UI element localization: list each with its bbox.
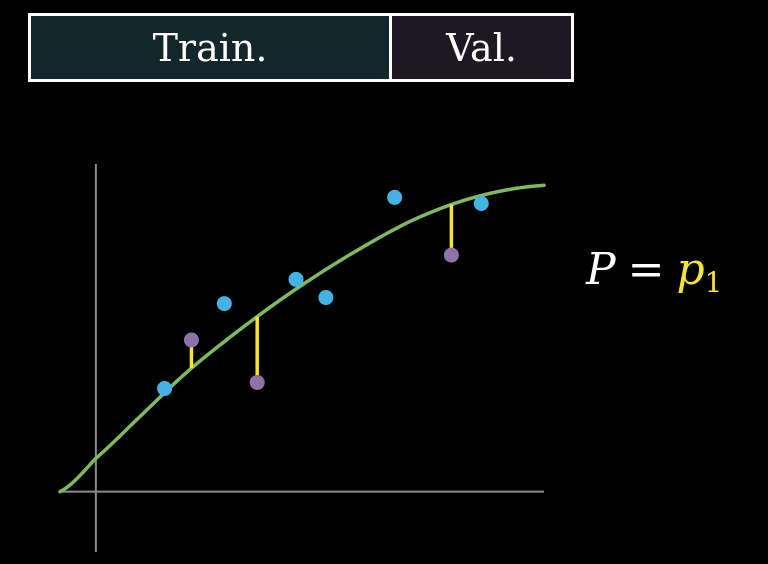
training-point <box>318 290 333 305</box>
equation-rhs-var: p <box>676 244 704 295</box>
equation-rhs-subscript: 1 <box>705 266 723 299</box>
loss-equation: P = p1 <box>586 244 722 299</box>
equation-lhs: P <box>586 244 616 295</box>
equation-equals-sign: = <box>616 244 677 295</box>
training-point <box>289 272 304 287</box>
fit-curve <box>60 185 544 491</box>
validation-point <box>250 375 265 390</box>
training-point <box>217 296 232 311</box>
training-point <box>474 196 489 211</box>
validation-point <box>184 333 199 348</box>
training-point <box>157 381 172 396</box>
equation-rhs: p1 <box>676 244 722 295</box>
training-point <box>387 190 402 205</box>
validation-point <box>444 248 459 263</box>
